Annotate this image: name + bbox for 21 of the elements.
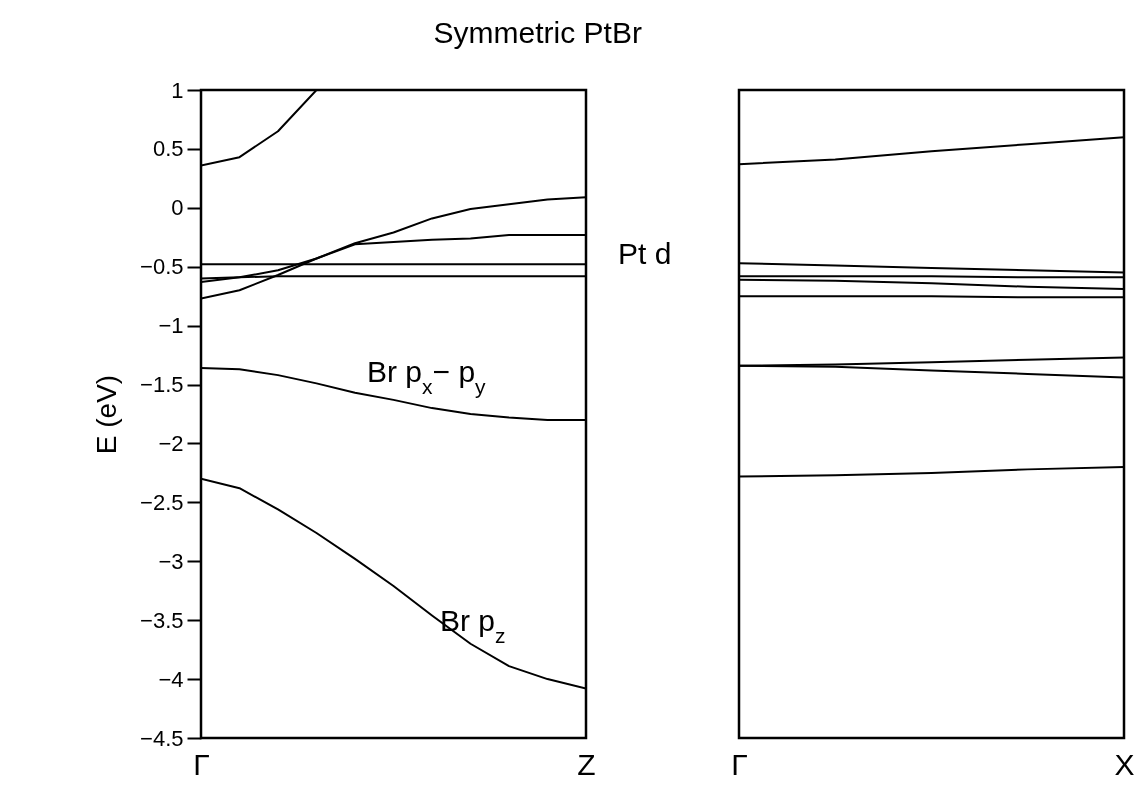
y-tick-label: −1.5 — [140, 372, 184, 398]
y-tick-label: −2 — [158, 430, 184, 456]
y-tick-label: −3 — [158, 548, 184, 574]
x-tick-label: Z — [577, 747, 596, 781]
y-tick-label: 0.5 — [152, 136, 184, 162]
y-tick-label: −1 — [158, 313, 184, 339]
chart-title: Symmetric PtBr — [433, 16, 642, 49]
y-tick-label: −2.5 — [140, 489, 184, 515]
annotation: Br p$_{x}$− p$_{y}$ — [367, 355, 487, 398]
text: Pt d — [618, 237, 672, 270]
y-axis-title: E (eV) — [91, 374, 123, 455]
y-tick-label: −0.5 — [140, 254, 184, 280]
x-tick-label: Γ — [731, 747, 748, 781]
y-tick-label: 0 — [171, 195, 184, 221]
x-tick-label: X — [1114, 747, 1135, 781]
x-tick-label: Γ — [193, 747, 210, 781]
y-tick-label: 1 — [171, 77, 184, 103]
y-tick-label: −3.5 — [140, 607, 184, 633]
annotation: Br p$_{z}$ — [440, 604, 506, 647]
y-tick-label: −4.5 — [140, 725, 184, 751]
y-tick-label: −4 — [158, 666, 184, 692]
